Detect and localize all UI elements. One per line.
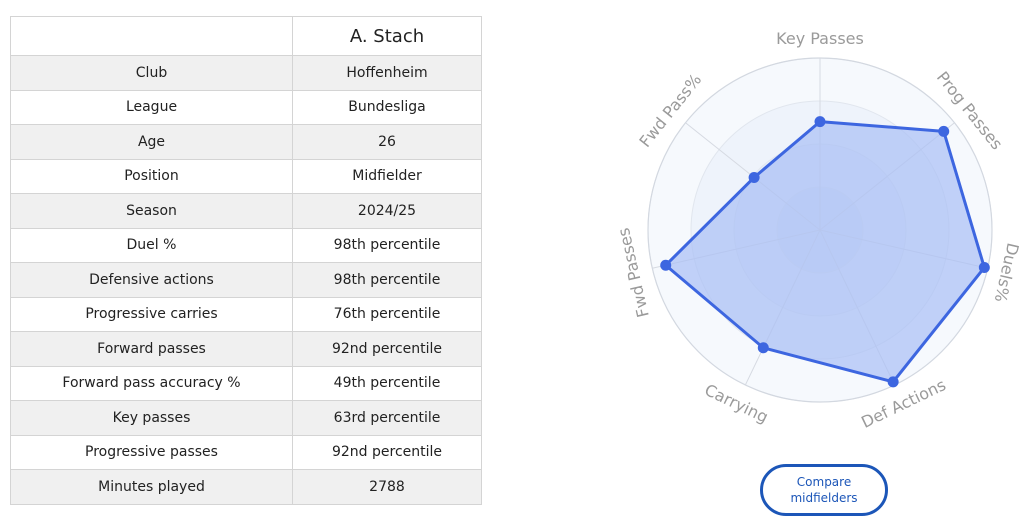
row-value: 92nd percentile: [292, 434, 482, 470]
row-label: Club: [10, 55, 293, 91]
row-value: 49th percentile: [292, 365, 482, 401]
table-row: Position Midfielder: [10, 158, 482, 194]
table-row: Season 2024/25: [10, 193, 482, 229]
table-row: League Bundesliga: [10, 89, 482, 125]
row-label: Age: [10, 124, 293, 160]
row-label: Progressive passes: [10, 434, 293, 470]
radar-point: [938, 125, 950, 137]
radar-area: [664, 120, 986, 384]
row-value: 92nd percentile: [292, 331, 482, 367]
compare-midfielders-button[interactable]: Compare midfielders: [760, 464, 888, 516]
row-label: Season: [10, 193, 293, 229]
table-row: Age 26: [10, 124, 482, 160]
table-header-row: A. Stach: [10, 16, 482, 56]
row-label: League: [10, 89, 293, 125]
row-label: Progressive carries: [10, 296, 293, 332]
row-value: 98th percentile: [292, 227, 482, 263]
row-value: 26: [292, 124, 482, 160]
table-row: Defensive actions 98th percentile: [10, 262, 482, 298]
radar-point: [978, 262, 990, 274]
row-value[interactable]: Hoffenheim: [292, 55, 482, 91]
row-label: Defensive actions: [10, 262, 293, 298]
radar-point: [814, 116, 826, 128]
table-row: Minutes played 2788: [10, 469, 482, 505]
row-label: Forward passes: [10, 331, 293, 367]
radar-point: [757, 342, 769, 354]
radar-axis-label: Fwd Passes: [614, 226, 653, 319]
radar-point: [887, 376, 899, 388]
row-value[interactable]: Midfielder: [292, 158, 482, 194]
radar-axis-label: Key Passes: [776, 29, 864, 48]
table-row: Key passes 63rd percentile: [10, 400, 482, 436]
row-value: 2024/25: [292, 193, 482, 229]
row-value: 2788: [292, 469, 482, 505]
radar-point: [660, 259, 672, 271]
row-value: 98th percentile: [292, 262, 482, 298]
player-stats-table: A. Stach Club Hoffenheim League Bundesliga A…: [10, 16, 482, 505]
row-value: Bundesliga: [292, 89, 482, 125]
table-row: Progressive carries 76th percentile: [10, 296, 482, 332]
radar-axis-label: Duels%: [991, 241, 1023, 304]
radar-point: [748, 171, 760, 183]
row-label: Minutes played: [10, 469, 293, 505]
row-label: Position: [10, 158, 293, 194]
table-row: Club Hoffenheim: [10, 55, 482, 91]
table-row: Forward passes 92nd percentile: [10, 331, 482, 367]
row-label: Key passes: [10, 400, 293, 436]
header-empty-cell: [10, 16, 293, 56]
player-name: A. Stach: [292, 16, 482, 56]
table-row: Forward pass accuracy % 49th percentile: [10, 365, 482, 401]
row-label: Forward pass accuracy %: [10, 365, 293, 401]
table-row: Progressive passes 92nd percentile: [10, 434, 482, 470]
table-row: Duel % 98th percentile: [10, 227, 482, 263]
row-label: Duel %: [10, 227, 293, 263]
row-value: 63rd percentile: [292, 400, 482, 436]
row-value: 76th percentile: [292, 296, 482, 332]
